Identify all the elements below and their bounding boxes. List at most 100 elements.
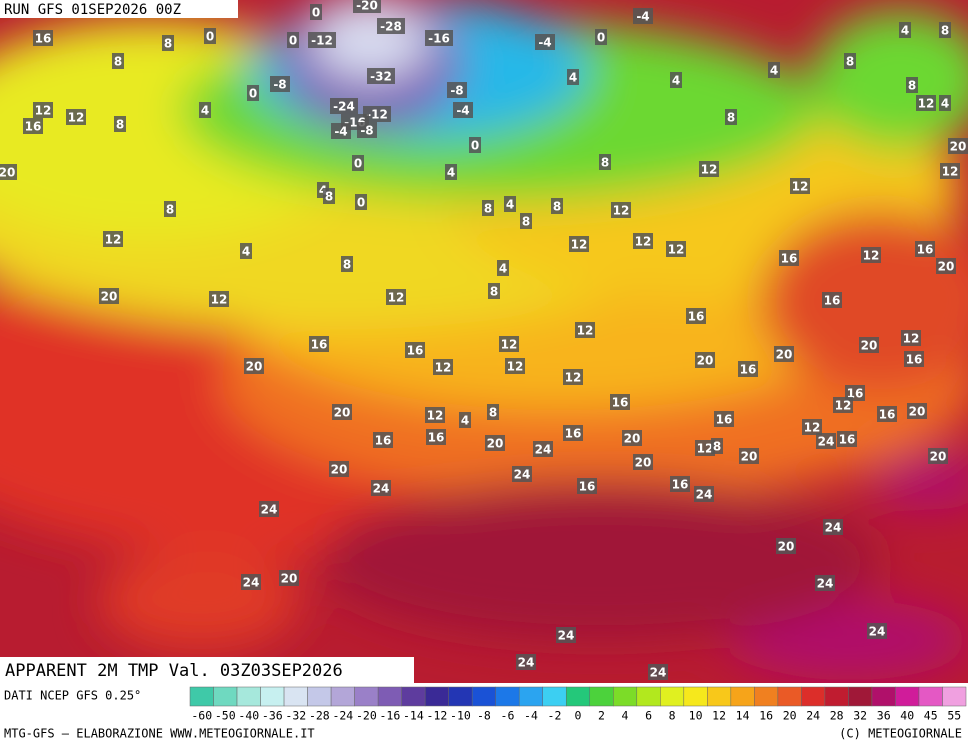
legend-swatch (801, 686, 826, 707)
map-value-label: -20 (356, 0, 378, 13)
map-value-label: 12 (105, 233, 122, 247)
label-box (776, 538, 796, 554)
map-value-label: 12 (35, 104, 52, 118)
map-value-label: 12 (942, 165, 959, 179)
label-box (867, 623, 887, 639)
label-box (823, 519, 843, 535)
label-box (33, 102, 53, 118)
label-box (714, 411, 734, 427)
map-value-label: 20 (0, 166, 15, 180)
label-box (695, 352, 715, 368)
map-value-label: -12 (311, 34, 333, 48)
legend-swatch (824, 686, 849, 707)
map-value-label: 12 (388, 291, 405, 305)
label-box (270, 76, 290, 92)
map-value-label: 12 (507, 360, 524, 374)
map-value-label: 24 (518, 656, 535, 670)
map-value-label: -24 (333, 100, 355, 114)
label-box (939, 22, 951, 38)
legend-swatch (918, 686, 943, 707)
label-box (815, 575, 835, 591)
label-box (331, 123, 351, 139)
label-box (738, 361, 758, 377)
map-value-label: 8 (166, 203, 174, 217)
label-box (103, 231, 123, 247)
label-box (66, 109, 86, 125)
map-value-label: 4 (499, 262, 507, 276)
map-value-label: 8 (489, 406, 497, 420)
map-value-label: 4 (461, 414, 469, 428)
label-box (99, 288, 119, 304)
label-box (595, 29, 607, 45)
label-box (877, 406, 897, 422)
legend-swatch (471, 686, 496, 707)
map-value-label: 24 (558, 629, 575, 643)
legend-swatch (401, 686, 426, 707)
label-box (694, 486, 714, 502)
label-box (114, 116, 126, 132)
label-box (310, 4, 322, 20)
label-box (516, 654, 536, 670)
map-value-label: 24 (869, 625, 886, 639)
label-box (497, 260, 509, 276)
legend-label: -24 (332, 709, 353, 723)
map-value-label: -8 (273, 78, 286, 92)
label-box (33, 30, 53, 46)
label-box (666, 241, 686, 257)
label-box (906, 77, 918, 93)
map-value-label: 24 (535, 443, 552, 457)
label-box (844, 53, 856, 69)
label-box (899, 22, 911, 38)
legend-swatch (354, 686, 379, 707)
map-value-label: 4 (447, 166, 455, 180)
label-box (433, 359, 453, 375)
map-value-label: 20 (487, 437, 504, 451)
map-value-label: 8 (846, 55, 854, 69)
legend-label: 6 (645, 709, 652, 723)
label-box (774, 346, 794, 362)
map-value-label: 12 (613, 204, 630, 218)
source-label: DATI NCEP GFS 0.25° (4, 689, 141, 703)
map-value-label: 24 (373, 482, 390, 496)
legend-label: -40 (238, 709, 259, 723)
map-value-label: 20 (281, 572, 298, 586)
legend-swatch (518, 686, 543, 707)
legend-swatch (189, 686, 214, 707)
map-value-label: 8 (908, 79, 916, 93)
map-value-label: 4 (941, 97, 949, 111)
footer-right: (C) METEOGIORNALE (839, 727, 962, 741)
map-value-label: 16 (781, 252, 798, 266)
label-box (247, 85, 259, 101)
map-value-label: 12 (701, 163, 718, 177)
map-value-label: -12 (366, 108, 388, 122)
map-value-label: 16 (716, 413, 733, 427)
map-value-label: 24 (650, 666, 667, 680)
map-value-label: 24 (818, 435, 835, 449)
label-box (244, 358, 264, 374)
map-value-label: 12 (697, 442, 714, 456)
legend-swatch (330, 686, 355, 707)
map-value-label: 4 (770, 64, 778, 78)
label-box (199, 102, 211, 118)
map-value-label: 20 (930, 450, 947, 464)
label-box (556, 627, 576, 643)
label-box (162, 35, 174, 51)
label-box (426, 429, 446, 445)
label-box (648, 664, 668, 680)
label-box (367, 68, 395, 84)
label-box (287, 32, 299, 48)
label-box (373, 432, 393, 448)
label-box (259, 501, 279, 517)
legend-swatch (660, 686, 685, 707)
map-value-label: 8 (601, 156, 609, 170)
map-value-label: -32 (370, 70, 392, 84)
legend-swatch (448, 686, 473, 707)
map-value-label: 8 (553, 200, 561, 214)
map-value-label: 8 (522, 215, 530, 229)
map-value-label: 20 (101, 290, 118, 304)
map-value-label: 8 (116, 118, 124, 132)
label-box (371, 480, 391, 496)
legend-label: 36 (877, 709, 891, 723)
